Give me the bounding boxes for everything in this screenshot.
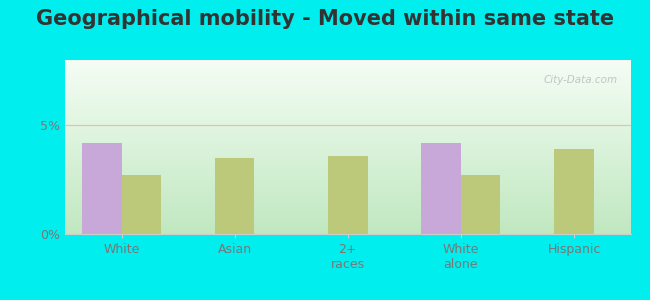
Bar xyxy=(328,156,367,234)
Bar xyxy=(82,143,122,234)
Bar xyxy=(461,175,500,234)
Bar xyxy=(554,149,593,234)
Bar xyxy=(421,143,461,234)
Bar xyxy=(215,158,254,234)
Bar xyxy=(122,175,161,234)
Text: City-Data.com: City-Data.com xyxy=(543,75,618,85)
Text: Geographical mobility - Moved within same state: Geographical mobility - Moved within sam… xyxy=(36,9,614,29)
